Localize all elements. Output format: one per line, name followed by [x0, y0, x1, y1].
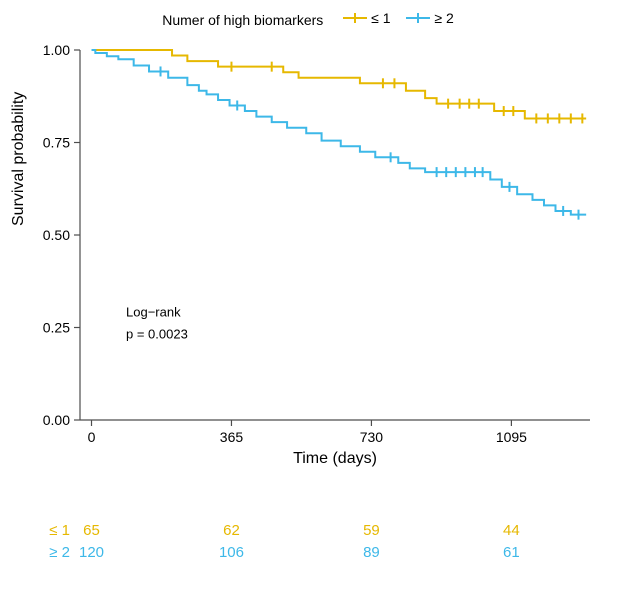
- risk-cell: 62: [201, 520, 261, 542]
- legend-swatch-le1: [343, 11, 367, 25]
- km-plot-svg: 036573010950.000.250.500.751.00Log−rankp…: [80, 50, 590, 420]
- risk-row: ≥ 2120 106 89 61: [0, 542, 622, 564]
- y-tick-label: 0.50: [43, 227, 70, 243]
- legend-label-ge2: ≥ 2: [434, 10, 453, 26]
- risk-cell: 61: [481, 542, 541, 564]
- risk-row-label: ≥ 2: [0, 542, 70, 564]
- y-axis-title: Survival probability: [10, 92, 28, 226]
- y-tick-label: 1.00: [43, 42, 70, 58]
- risk-cell: 44: [481, 520, 541, 542]
- legend-label-le1: ≤ 1: [371, 10, 390, 26]
- plot-annotation: p = 0.0023: [126, 327, 188, 342]
- legend-item-le1: ≤ 1: [343, 10, 390, 26]
- legend-swatch-ge2: [406, 11, 430, 25]
- legend-item-ge2: ≥ 2: [406, 10, 453, 26]
- risk-cell: 89: [341, 542, 401, 564]
- x-tick-label: 365: [220, 429, 244, 445]
- km-curve-1: [92, 50, 587, 215]
- risk-cell: 106: [201, 542, 261, 564]
- x-axis-title: Time (days): [80, 450, 590, 468]
- km-curve-0: [92, 50, 587, 118]
- risk-row-label: ≤ 1: [0, 520, 70, 542]
- y-tick-label: 0.75: [43, 135, 70, 151]
- x-tick-label: 730: [360, 429, 384, 445]
- y-tick-label: 0.25: [43, 320, 70, 336]
- x-tick-label: 1095: [496, 429, 527, 445]
- km-plot: 036573010950.000.250.500.751.00Log−rankp…: [80, 50, 590, 420]
- risk-cell: 59: [341, 520, 401, 542]
- risk-cell: 65: [62, 520, 122, 542]
- x-tick-label: 0: [88, 429, 96, 445]
- y-tick-label: 0.00: [43, 412, 70, 428]
- risk-cell: 120: [62, 542, 122, 564]
- legend-title: Numer of high biomarkers: [162, 12, 323, 28]
- plot-annotation: Log−rank: [126, 304, 181, 319]
- legend: Numer of high biomarkers ≤ 1 ≥ 2: [0, 10, 622, 28]
- risk-row: ≤ 165 62 59 44: [0, 520, 622, 542]
